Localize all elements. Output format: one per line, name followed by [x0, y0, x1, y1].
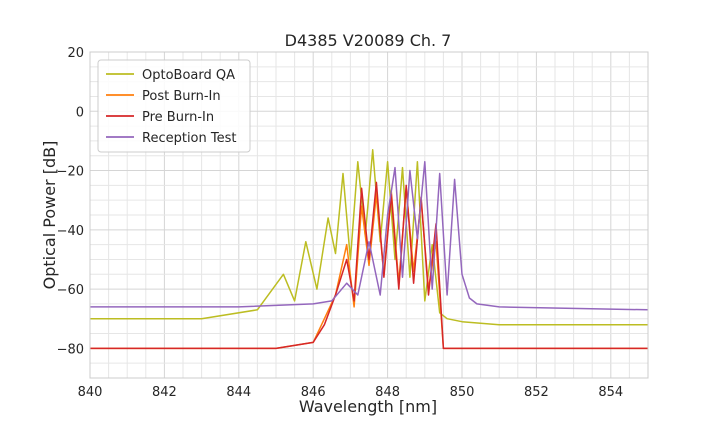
y-tick-label: −80: [57, 342, 84, 357]
y-axis-label: Optical Power [dB]: [40, 141, 59, 290]
y-tick-label: 20: [67, 46, 84, 61]
y-tick-label: −40: [57, 224, 84, 239]
y-tick-label: −20: [57, 165, 84, 180]
x-tick-label: 850: [450, 385, 475, 400]
x-tick-label: 846: [301, 385, 326, 400]
y-tick-label: −60: [57, 283, 84, 298]
legend-label: Post Burn-In: [142, 89, 221, 104]
legend-label: OptoBoard QA: [142, 68, 235, 83]
legend-box: [97, 59, 251, 153]
series-line-reception-test: [90, 160, 649, 311]
x-axis-label: Wavelength [nm]: [299, 397, 437, 416]
y-tick-label: 0: [76, 105, 84, 120]
chart-title: D4385 V20089 Ch. 7: [285, 31, 452, 50]
legend-label: Reception Test: [142, 131, 236, 146]
series-line-pre-burn-in: [90, 181, 648, 350]
plot-frame: [89, 51, 649, 379]
x-tick-label: 852: [524, 385, 549, 400]
series-lines: [90, 149, 649, 350]
x-tick-label: 848: [375, 385, 400, 400]
x-tick-label: 840: [78, 385, 103, 400]
x-tick-label: 854: [598, 385, 623, 400]
x-tick-label: 844: [226, 385, 251, 400]
x-tick-label: 842: [152, 385, 177, 400]
tick-labels: 840 842 844 846 848 850 852 854 20 0 −20 −40 −60 −80: [57, 46, 624, 400]
series-line-optoboard-qa: [90, 149, 648, 326]
legend: OptoBoard QA Post Burn-In Pre Burn-In Recep…: [97, 59, 251, 153]
legend-label: Pre Burn-In: [142, 110, 214, 125]
